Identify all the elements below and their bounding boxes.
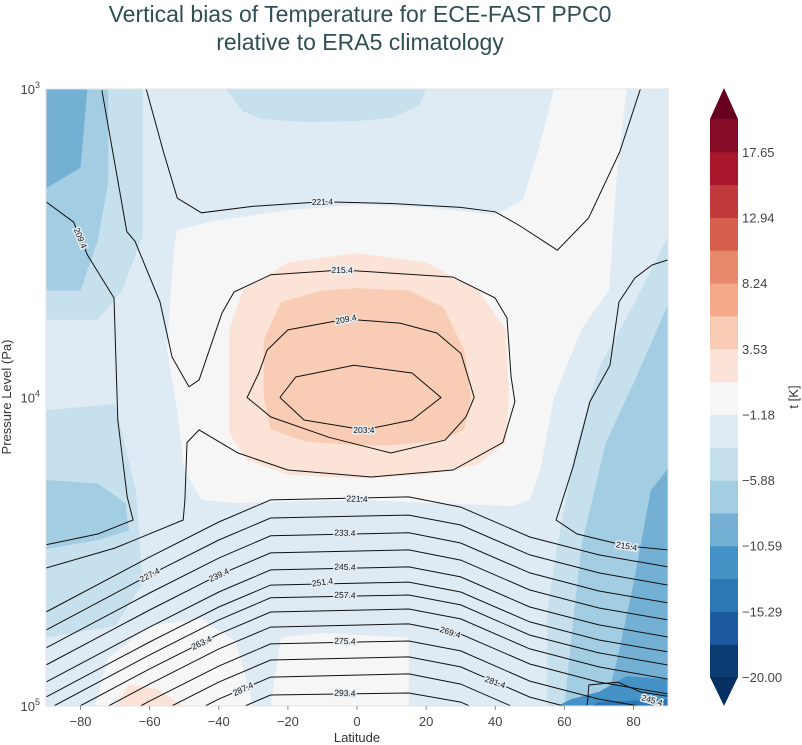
contour-line-209.4 <box>246 318 475 454</box>
colorbar-band <box>710 217 738 251</box>
colorbar-band <box>710 480 738 514</box>
y-tick-label: 103 <box>21 80 40 97</box>
contour-line-257.4 <box>53 594 668 706</box>
filled-region-4 <box>46 479 129 550</box>
colorbar-band <box>710 512 738 547</box>
filled-region-8 <box>557 676 668 706</box>
colorbar-band <box>710 315 738 350</box>
contour-line-287.4 <box>204 673 512 706</box>
colorbar-band <box>710 545 738 580</box>
contour-line-269.4 <box>108 623 668 706</box>
contour-line-221.4 <box>46 496 668 613</box>
y-axis-ticks: 103 104 105 <box>21 80 40 714</box>
x-tick-label: 60 <box>557 714 571 729</box>
colorbar-tick-label: −20.00 <box>742 670 782 685</box>
contour-label: 221.4 <box>346 493 368 504</box>
colorbar-band <box>710 119 738 153</box>
contour-label: 215.4 <box>331 265 353 275</box>
contour-line-215.4 <box>555 259 668 551</box>
colorbar-tick-label: −1.18 <box>742 407 775 422</box>
colorbar-tick-label: 12.94 <box>742 210 775 225</box>
x-tick-label: 80 <box>626 714 640 729</box>
chart-title-line-2: relative to ERA5 climatology <box>216 29 504 55</box>
contour-line-275.4 <box>140 640 639 706</box>
colorbar-band <box>710 611 738 645</box>
chart-title-line-1: Vertical bias of Temperature for ECE-FAS… <box>108 1 612 27</box>
colorbar-tick-label: −10.59 <box>742 539 782 554</box>
contour-label: 293.4 <box>334 688 356 699</box>
contour-line-233.4 <box>46 532 668 649</box>
contour-line-203.4 <box>279 364 442 431</box>
y-axis-label: Pressure Level (Pa) <box>0 340 14 455</box>
x-tick-label: −80 <box>69 714 91 729</box>
colorbar-band <box>710 644 738 678</box>
filled-region-2 <box>46 89 88 189</box>
colorbar-band <box>710 283 738 317</box>
colorbar-extend-min <box>710 677 738 706</box>
contour-label: 257.4 <box>334 590 356 601</box>
filled-contours <box>46 89 668 706</box>
colorbar-tick-label: 3.53 <box>742 342 767 357</box>
contour-line-293.4 <box>244 692 470 706</box>
contour-label: 221.4 <box>312 197 334 207</box>
colorbar-tick-label: −15.29 <box>742 604 782 619</box>
colorbar-band <box>710 250 738 284</box>
contour-lines <box>46 89 668 706</box>
colorbar-extend-max <box>710 88 738 119</box>
x-tick-label: 20 <box>419 714 433 729</box>
colorbar-tick-label: −5.88 <box>742 473 775 488</box>
contour-label: 245.4 <box>334 562 356 573</box>
colorbar-band <box>710 381 738 415</box>
x-axis-label: Latitude <box>334 730 380 745</box>
colorbar-band <box>710 578 738 612</box>
x-axis-ticks: −80 −60 −40 −20 0 20 40 60 80 <box>69 706 641 729</box>
filled-region-14 <box>94 618 254 706</box>
contour-line-209.4 <box>46 201 134 546</box>
contour-line-245.4 <box>46 566 668 683</box>
contour-line-251.4 <box>46 581 668 698</box>
x-tick-label: −60 <box>139 714 161 729</box>
y-tick-label: 104 <box>21 389 40 406</box>
contour-line-239.4 <box>46 549 668 666</box>
colorbar-band <box>710 414 738 448</box>
colorbar: −20.00 −15.29 −10.59 −5.88 −1.18 3.53 8.24 12.9… <box>710 88 782 706</box>
colorbar-tick-label: 17.65 <box>742 145 775 160</box>
x-tick-label: 40 <box>488 714 502 729</box>
colorbar-label: t [K] <box>786 385 801 408</box>
filled-region-9 <box>592 699 668 706</box>
contour-label: 233.4 <box>334 527 356 538</box>
y-tick-label: 105 <box>21 697 40 714</box>
x-tick-label: 0 <box>353 714 360 729</box>
x-tick-label: −20 <box>277 714 299 729</box>
colorbar-band <box>710 151 738 186</box>
colorbar-tick-label: 8.24 <box>742 276 767 291</box>
colorbar-band <box>710 184 738 218</box>
filled-region-13 <box>225 89 427 123</box>
contour-label: 251.4 <box>311 576 334 589</box>
x-tick-label: −40 <box>208 714 230 729</box>
colorbar-band <box>710 348 738 383</box>
contour-label: 203.4 <box>353 425 375 435</box>
filled-region-15 <box>270 633 409 706</box>
colorbar-band <box>710 447 738 481</box>
contour-line-221.4 <box>145 89 641 251</box>
filled-region-7 <box>605 468 668 706</box>
chart-title: Vertical bias of Temperature for ECE-FAS… <box>0 0 720 56</box>
filled-region-16 <box>115 684 185 706</box>
contour-line-245.4 <box>586 681 668 706</box>
contour-line-263.4 <box>79 608 668 706</box>
contour-line-215.4 <box>46 90 516 569</box>
contour-line-281.4 <box>171 656 564 706</box>
contour-label: 275.4 <box>334 636 356 647</box>
contour-line-227.4 <box>46 514 668 631</box>
